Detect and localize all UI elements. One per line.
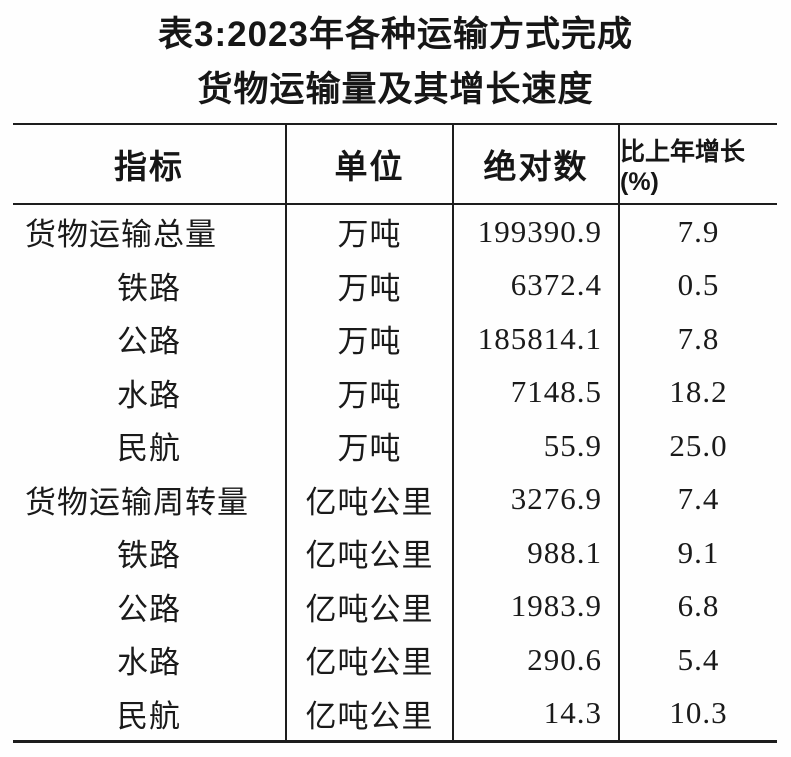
cell-absolute: 290.6 [452,633,618,687]
cell-unit: 万吨 [285,365,452,419]
table-row: 公路 亿吨公里 1983.9 6.8 [13,579,777,633]
table-row: 水路 亿吨公里 290.6 5.4 [13,633,777,687]
table-row: 公路 万吨 185814.1 7.8 [13,312,777,366]
cell-absolute: 7148.5 [452,365,618,419]
cell-indicator: 公路 [117,591,181,627]
header-unit: 单位 [285,125,452,203]
cell-indicator: 民航 [117,698,181,734]
cell-unit: 万吨 [285,205,452,259]
cell-unit: 亿吨公里 [285,526,452,580]
table-row: 水路 万吨 7148.5 18.2 [13,365,777,419]
cell-growth: 18.2 [618,365,777,419]
cell-growth: 7.9 [618,205,777,259]
cell-indicator: 铁路 [117,270,181,306]
cell-unit: 亿吨公里 [285,633,452,687]
table-row: 民航 万吨 55.9 25.0 [13,419,777,473]
cell-unit: 万吨 [285,419,452,473]
cell-growth: 5.4 [618,633,777,687]
cell-unit: 万吨 [285,258,452,312]
table-title-line-2: 货物运输量及其增长速度 [197,70,594,109]
cell-indicator: 民航 [117,431,181,467]
cell-unit: 亿吨公里 [285,579,452,633]
freight-stat-table: 指标 单位 绝对数 比上年增长(%) 货物运输总量 万吨 199390.9 7.… [13,123,777,743]
cell-absolute: 988.1 [452,526,618,580]
header-absolute: 绝对数 [452,125,618,203]
header-indicator: 指标 [114,148,184,185]
cell-growth: 25.0 [618,419,777,473]
cell-unit: 亿吨公里 [285,686,452,740]
table-row: 民航 亿吨公里 14.3 10.3 [13,686,777,740]
cell-indicator: 水路 [117,645,181,681]
cell-absolute: 6372.4 [452,258,618,312]
table-row: 货物运输周转量 亿吨公里 3276.9 7.4 [13,472,777,526]
cell-growth: 9.1 [618,526,777,580]
cell-indicator: 货物运输总量 [25,217,217,253]
cell-absolute: 199390.9 [452,205,618,259]
cell-growth: 6.8 [618,579,777,633]
cell-absolute: 14.3 [452,686,618,740]
table-row: 铁路 万吨 6372.4 0.5 [13,258,777,312]
cell-unit: 万吨 [285,312,452,366]
cell-unit: 亿吨公里 [285,472,452,526]
table-row: 货物运输总量 万吨 199390.9 7.9 [13,205,777,259]
table-row: 铁路 亿吨公里 988.1 9.1 [13,526,777,580]
table-title-line-1: 表3:2023年各种运输方式完成 [158,15,633,54]
cell-indicator: 铁路 [117,538,181,574]
cell-growth: 10.3 [618,686,777,740]
table-title: 表3:2023年各种运输方式完成 货物运输量及其增长速度 [0,7,791,117]
cell-indicator: 公路 [117,324,181,360]
cell-absolute: 3276.9 [452,472,618,526]
cell-growth: 0.5 [618,258,777,312]
table-header-row: 指标 单位 绝对数 比上年增长(%) [13,125,777,205]
cell-growth: 7.4 [618,472,777,526]
cell-growth: 7.8 [618,312,777,366]
cell-absolute: 185814.1 [452,312,618,366]
cell-absolute: 55.9 [452,419,618,473]
cell-absolute: 1983.9 [452,579,618,633]
header-growth: 比上年增长(%) [618,125,777,203]
cell-indicator: 货物运输周转量 [25,484,249,520]
cell-indicator: 水路 [117,377,181,413]
